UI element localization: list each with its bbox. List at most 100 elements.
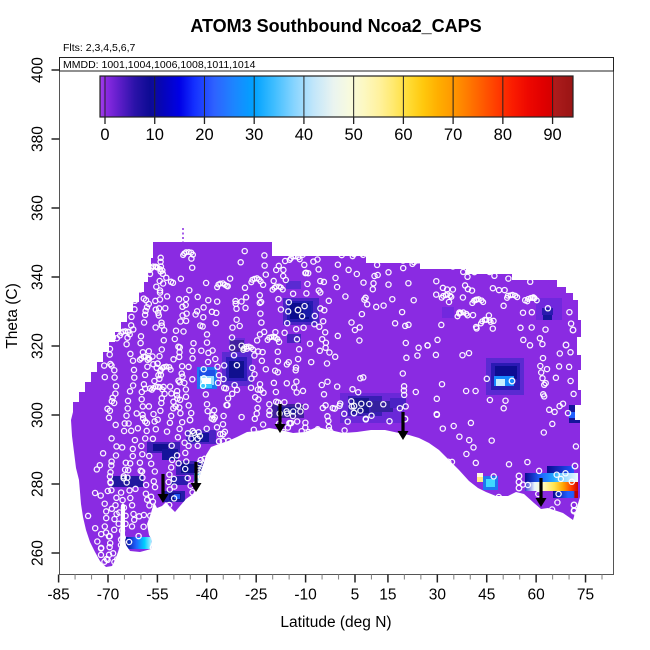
sample-dot <box>333 383 341 390</box>
feature-patch <box>286 281 301 289</box>
sample-dot <box>274 348 282 355</box>
sample-dot <box>251 352 258 359</box>
sample-dot <box>214 379 222 387</box>
sample-dot <box>166 419 174 427</box>
sample-dot <box>84 512 92 520</box>
feature-patch <box>303 305 311 317</box>
sample-dot <box>323 360 331 367</box>
sample-dot <box>121 466 129 473</box>
sample-dot <box>304 280 311 288</box>
sample-dot <box>139 403 147 410</box>
sample-dot <box>108 435 115 442</box>
sample-dot <box>505 461 513 468</box>
sample-dot <box>441 466 449 473</box>
sample-dot <box>151 527 158 534</box>
sample-dot <box>200 375 208 382</box>
event-arrow-head <box>190 483 202 492</box>
sample-dot <box>105 533 113 540</box>
sample-dot <box>127 494 134 502</box>
sample-dot <box>275 338 283 346</box>
sample-dot <box>189 251 197 258</box>
sample-dot <box>198 511 205 519</box>
sample-dot <box>255 396 262 403</box>
sample-dot <box>254 430 262 437</box>
sample-dot <box>254 430 261 438</box>
event-arrow-head <box>274 424 286 433</box>
sample-dot <box>156 375 163 383</box>
feature-patch <box>496 379 505 386</box>
sample-dot <box>152 324 159 331</box>
sample-dot <box>360 456 367 464</box>
sample-dot <box>167 464 175 471</box>
sample-dot <box>213 424 221 431</box>
sample-dot <box>317 277 324 285</box>
sample-dot <box>214 533 222 540</box>
sample-dot <box>231 381 238 389</box>
sample-dot <box>318 335 326 343</box>
sample-dot <box>183 310 190 317</box>
flights-note: Flts: 2,3,4,5,6,7 <box>63 42 136 54</box>
sample-dot <box>138 388 146 396</box>
sample-dot <box>205 296 212 304</box>
x-tick-label: -85 <box>47 587 69 604</box>
sample-dot <box>250 346 257 353</box>
sample-dot <box>483 375 491 383</box>
sample-dot <box>533 297 540 304</box>
sample-dot <box>434 336 441 344</box>
colorbar-tick-label: 30 <box>245 126 263 144</box>
sample-dot <box>168 390 175 397</box>
sample-dot <box>366 400 373 408</box>
feature-gradient-patch <box>525 482 578 491</box>
sample-dot <box>292 325 300 333</box>
sample-dot <box>247 384 255 391</box>
sample-dot <box>109 334 117 341</box>
sample-dot <box>208 538 215 546</box>
sample-dot <box>151 468 159 475</box>
sample-dot <box>145 452 153 460</box>
sample-dot <box>230 351 238 359</box>
sample-dot <box>357 375 364 382</box>
sample-dot <box>333 459 340 466</box>
sample-dot <box>450 422 457 430</box>
sample-dot <box>167 366 174 373</box>
sample-dot <box>400 454 407 462</box>
sample-dot <box>350 409 358 417</box>
sample-dot <box>293 336 301 343</box>
sample-dot <box>400 387 408 394</box>
sample-dot <box>108 462 115 469</box>
sample-dot <box>315 266 322 273</box>
sample-dot <box>283 380 291 387</box>
sample-dot <box>554 499 561 506</box>
sample-dot <box>181 465 189 473</box>
sample-dot <box>190 496 197 503</box>
sample-dot <box>136 356 143 363</box>
sample-dot <box>178 362 186 370</box>
axis-layer: -85 -70 -55 -40 -25 -10 5 15 30 45 60 7526028030032… <box>30 57 603 604</box>
sample-dot <box>371 272 378 280</box>
sample-dot <box>126 388 134 395</box>
sample-dot <box>542 326 549 333</box>
sample-dot <box>170 495 178 502</box>
sample-dot <box>300 324 307 331</box>
sample-dot <box>226 445 233 452</box>
sample-dot <box>336 400 344 407</box>
sample-dot <box>228 390 236 398</box>
sample-dot <box>203 400 211 408</box>
sample-dot <box>555 363 563 370</box>
sample-dot <box>391 320 399 327</box>
sample-dot <box>508 261 515 268</box>
sample-dot <box>257 310 264 317</box>
sample-dot <box>360 374 367 381</box>
sample-dot <box>108 266 115 273</box>
sample-dot <box>229 324 236 331</box>
sample-dot <box>147 460 155 467</box>
sample-dot <box>472 459 480 467</box>
sample-dot <box>374 271 381 279</box>
sample-dot <box>94 538 101 545</box>
sample-dot <box>289 408 297 415</box>
x-tick-label: -55 <box>146 587 168 604</box>
x-tick-label: 15 <box>379 587 396 604</box>
sample-dot <box>138 395 145 403</box>
sample-dot <box>203 533 211 540</box>
sample-dot <box>120 297 128 305</box>
